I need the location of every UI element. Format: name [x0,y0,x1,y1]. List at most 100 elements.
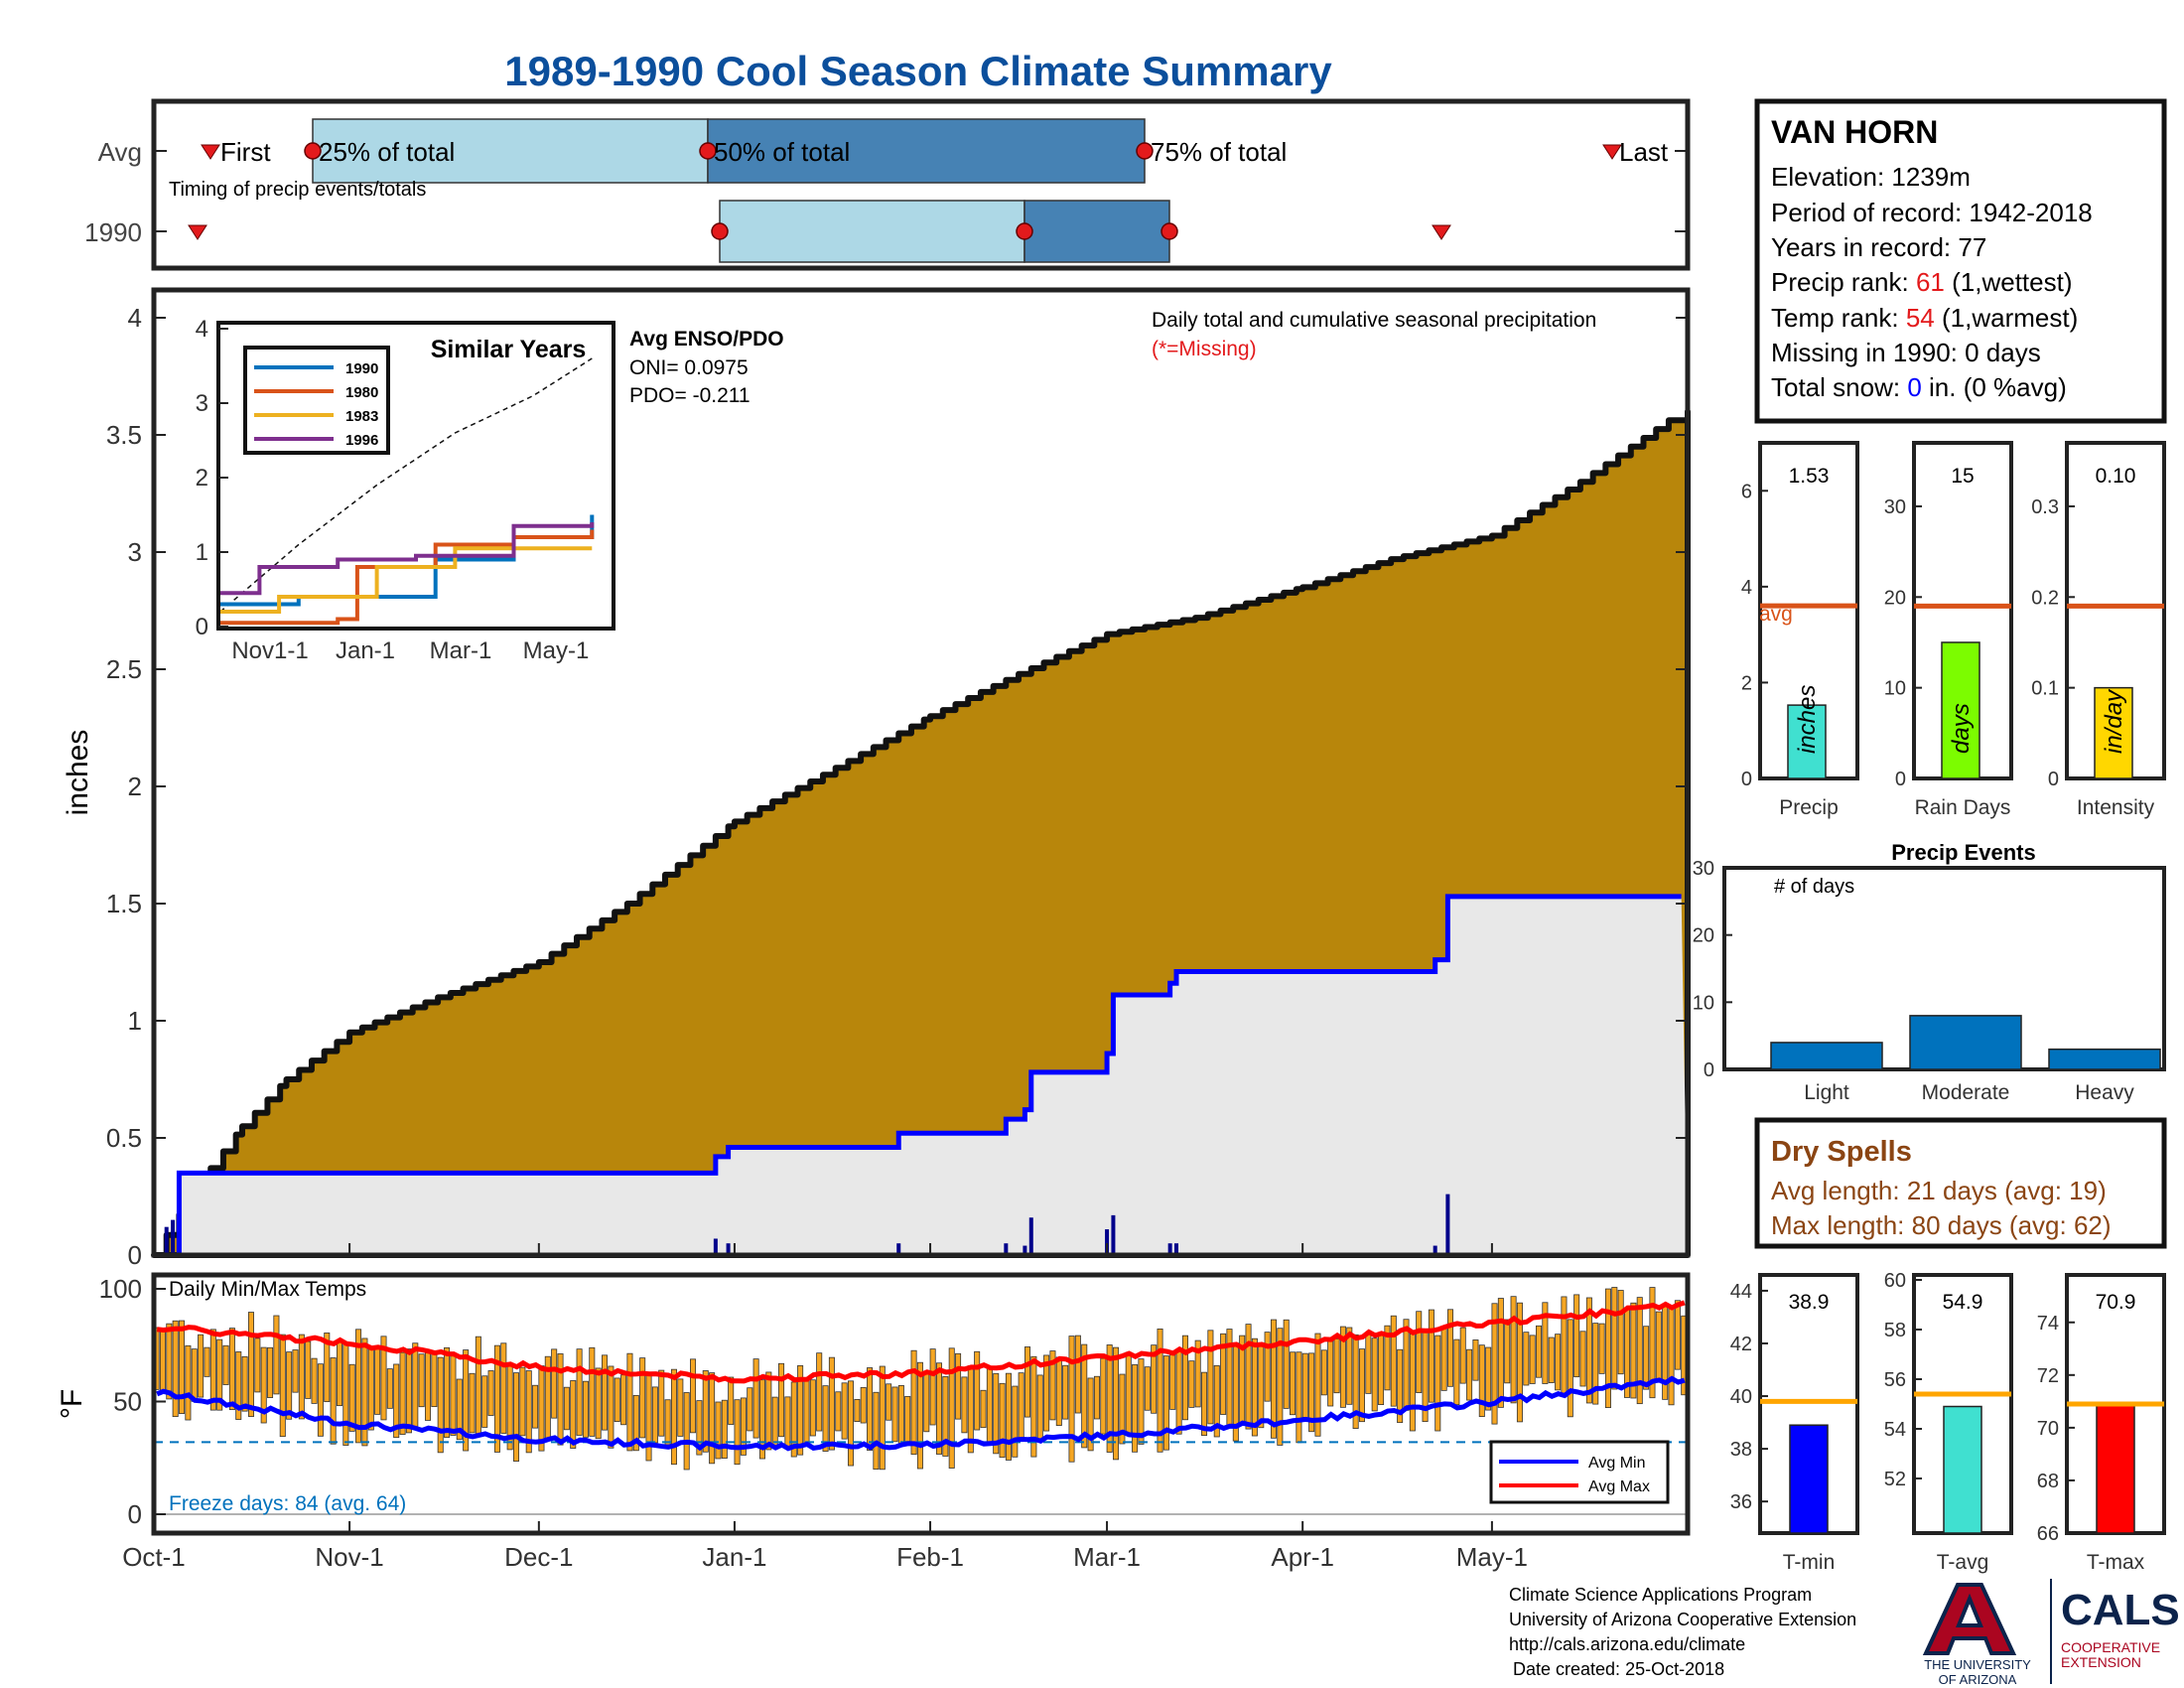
main-y-tick-label: 0 [128,1240,142,1270]
daily-temp-bar [702,1370,709,1453]
mini-temp-y-tick: 40 [1730,1386,1752,1408]
mini-precip-avg-label: avg [1759,603,1793,626]
daily-temp-bar [1630,1302,1637,1399]
inset-x-tick-label: Jan-1 [336,637,395,664]
daily-temp-bar [683,1392,690,1471]
daily-temp-bar [740,1397,747,1456]
daily-temp-bar [336,1339,342,1407]
timing-row-label-year: 1990 [84,217,142,247]
daily-temp-bar [670,1368,677,1466]
mini-temp-chart: 36 38 40 42 44 38.9 T-min [1730,1273,1859,1574]
main-chart-missing-note: (*=Missing) [1152,338,1257,360]
daily-temp-bar [273,1315,280,1395]
station-temp-rank: Temp rank: 54 (1,warmest) [1771,303,2078,333]
dry-spells-title: Dry Spells [1771,1136,1912,1168]
daily-temp-bar [1510,1296,1517,1404]
daily-temp-bar [1504,1319,1511,1384]
events-category-label: Light [1804,1081,1849,1104]
daily-temp-bar [191,1348,198,1402]
daily-temp-bar [1290,1351,1297,1416]
daily-temp-bar [1491,1303,1498,1425]
precip-summary-bars: 0 2 4 6 1.53 inches Precip avg 0 10 20 30 15 days Rain… [1741,441,2166,819]
mini-temp-y-tick: 58 [1884,1320,1906,1341]
daily-precip-bar [1105,1229,1110,1255]
daily-temp-bar [1523,1332,1530,1386]
daily-temp-bar [993,1372,1000,1455]
daily-temp-bar [216,1338,223,1411]
mini-temp-chart: 52 54 56 58 60 54.9 T-avg [1884,1270,2013,1574]
daily-temp-bar [1314,1333,1321,1437]
daily-temp-bar [721,1399,728,1460]
daily-temp-bar [1655,1311,1662,1381]
daily-temp-bar [715,1401,722,1460]
x-tick-label: Oct-1 [122,1542,186,1572]
daily-temp-bar [1157,1329,1163,1453]
temp-y-tick-label: 100 [99,1274,142,1304]
mini-temp-y-tick: 72 [2037,1365,2059,1387]
daily-temp-bar [463,1349,470,1452]
daily-temp-bar [1106,1344,1113,1453]
temp-summary-bars: 36 38 40 42 44 38.9 T-min 52 54 56 58 60 54.9 T-avg 66… [1730,1270,2166,1574]
daily-temp-bar [589,1346,596,1437]
x-tick-label: May-1 [1456,1542,1528,1572]
footer: Climate Science Applications Program Uni… [1509,1579,2180,1687]
timing-last-label: Last [1619,137,1669,167]
mini-temp-y-tick: 54 [1884,1419,1906,1441]
x-tick-label: Feb-1 [896,1542,964,1572]
daily-temp-bar [879,1365,886,1471]
inset-y-tick-label: 2 [196,465,208,492]
ua-line-1: THE UNIVERSITY [1924,1657,2031,1672]
daily-temp-bar [324,1333,331,1403]
daily-temp-bar [1093,1375,1100,1420]
daily-temp-bar [386,1368,393,1409]
daily-precip-bar [1023,1245,1027,1255]
daily-temp-bar [1081,1343,1088,1449]
inset-x-tick-label: Mar-1 [430,637,492,664]
mini-temp-value: 38.9 [1789,1291,1830,1314]
daily-temp-bar [1258,1343,1265,1429]
daily-temp-bar [626,1352,633,1452]
daily-temp-bar [784,1396,791,1450]
daily-temp-bar [166,1323,173,1400]
timing-1990-25-marker [711,222,729,240]
daily-temp-bar [1087,1377,1094,1452]
mini-temp-y-tick: 56 [1884,1369,1906,1391]
daily-temp-bar [841,1382,848,1440]
timing-avg-25-50-box [312,118,709,184]
temp-rank-value: 54 [1906,303,1935,333]
snow-value: 0 [1907,372,1921,402]
daily-temp-bar [493,1344,500,1453]
daily-temp-bar [822,1385,829,1452]
station-info-box: VAN HORN Elevation: 1239m Period of reco… [1754,98,2167,424]
daily-temp-bar [317,1363,324,1437]
daily-temp-bar [1043,1354,1050,1432]
daily-temp-bar [1604,1288,1611,1409]
main-y-tick-label: 4 [128,303,142,333]
inset-legend [243,346,390,455]
timing-75-label: 75% of total [1151,137,1287,167]
daily-temp-bar [1346,1327,1353,1405]
daily-temp-bar [444,1346,451,1438]
footer-line-3: http://cals.arizona.edu/climate [1509,1634,1745,1654]
mini-precip-unit: in/day [2101,688,2127,754]
daily-temp-bar [867,1367,874,1451]
daily-temp-bar [803,1378,810,1445]
x-tick-label: Nov-1 [315,1542,383,1572]
mini-precip-chart: 0 10 20 30 15 days Rain Days [1884,441,2013,819]
daily-temp-bar [797,1364,804,1456]
events-category-label: Moderate [1922,1081,2010,1104]
daily-temp-bar [1055,1356,1062,1426]
daily-temp-bar [380,1336,387,1421]
daily-temp-bar [632,1394,639,1452]
daily-temp-bar [1138,1358,1145,1445]
daily-temp-bar [450,1355,457,1436]
daily-temp-bar [1459,1327,1466,1384]
daily-temp-bar [1428,1309,1434,1403]
daily-temp-bar [1561,1296,1568,1396]
daily-temp-bar [1397,1348,1404,1424]
daily-temp-bar [260,1346,267,1424]
station-snow: Total snow: 0 in. (0 %avg) [1771,372,2067,402]
daily-temp-bar [1598,1323,1605,1374]
daily-precip-bar [726,1243,731,1255]
